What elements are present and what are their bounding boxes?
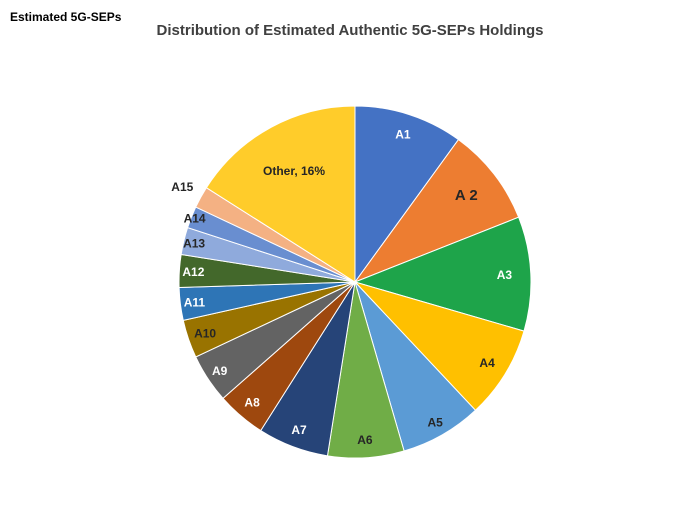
corner-label: Estimated 5G-SEPs [10,10,122,24]
slice-label-a15: A15 [171,180,193,194]
pie-slice-a3[interactable] [353,216,532,332]
pie-slice-a1[interactable] [354,105,460,284]
pie-slice-a2[interactable] [353,138,520,284]
slice-label-a4: A4 [479,356,495,370]
slice-label-a1: A1 [395,128,411,142]
slice-label-a10: A10 [194,326,216,340]
slice-label-a3: A3 [497,268,513,282]
slice-label-a12: A12 [182,265,204,279]
slice-label-a11: A11 [184,295,206,309]
slice-label-a6: A6 [357,433,373,447]
slice-label-other: Other, 16% [263,164,325,178]
slice-label-a2: A 2 [455,187,478,204]
slice-label-a9: A9 [212,364,228,378]
chart-title: Distribution of Estimated Authentic 5G-S… [156,22,544,39]
slice-label-a13: A13 [183,236,205,250]
slice-label-a5: A5 [428,416,444,430]
slice-label-a14: A14 [184,212,206,226]
slice-label-a8: A8 [244,395,260,409]
pie-slice-a4[interactable] [353,281,525,412]
pie-slice-other[interactable] [205,105,356,283]
slice-label-a7: A7 [291,423,307,437]
